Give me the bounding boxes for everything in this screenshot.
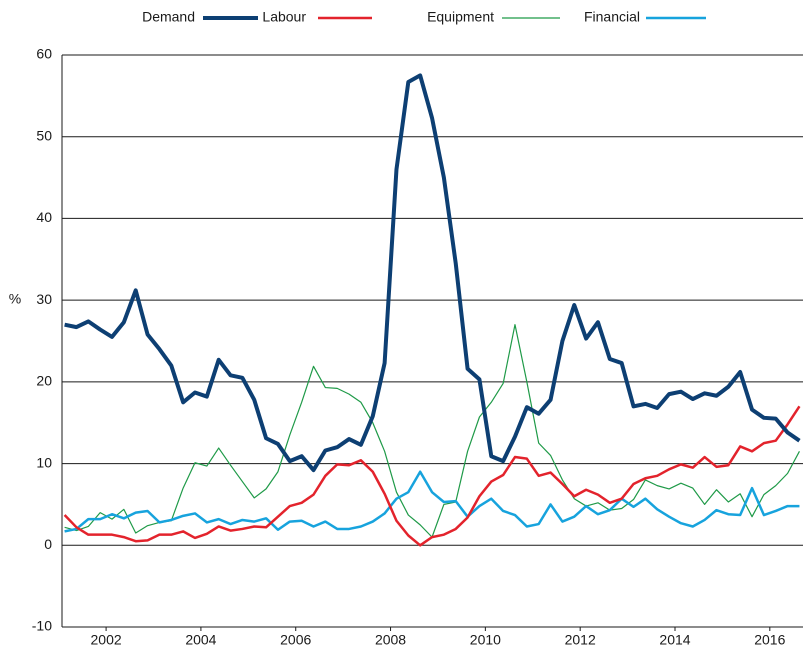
- series-line: [64, 73, 801, 473]
- legend-label: Demand: [142, 9, 195, 25]
- x-tick-label: 2002: [91, 632, 122, 648]
- x-tick-label: 2016: [754, 632, 785, 648]
- y-tick-label: 0: [44, 536, 52, 552]
- y-tick-label: 20: [36, 373, 52, 389]
- x-tick-label: 2010: [470, 632, 501, 648]
- x-tick-label: 2012: [565, 632, 596, 648]
- legend: Demand Labour Equipment Financial: [142, 9, 706, 25]
- y-tick-label: 40: [36, 209, 52, 225]
- legend-label: Labour: [262, 9, 306, 25]
- legend-label: Financial: [584, 9, 640, 25]
- series-line: [64, 470, 800, 533]
- y-tick-label: 60: [36, 46, 52, 62]
- y-tick-label: 30: [36, 291, 52, 307]
- y-tick-label: -10: [32, 618, 52, 634]
- x-tick-label: 2014: [659, 632, 690, 648]
- y-axis-label: %: [9, 291, 21, 307]
- x-tick-label: 2008: [375, 632, 406, 648]
- grid: [62, 54, 803, 628]
- y-tick-label: 10: [36, 454, 52, 470]
- x-tick-label: 2006: [280, 632, 311, 648]
- y-tick-label: 50: [36, 127, 52, 143]
- series-line: [64, 324, 800, 538]
- plot-area: [63, 73, 801, 547]
- legend-label: Equipment: [427, 9, 494, 25]
- series-line: [63, 405, 801, 547]
- x-tick-label: 2004: [185, 632, 216, 648]
